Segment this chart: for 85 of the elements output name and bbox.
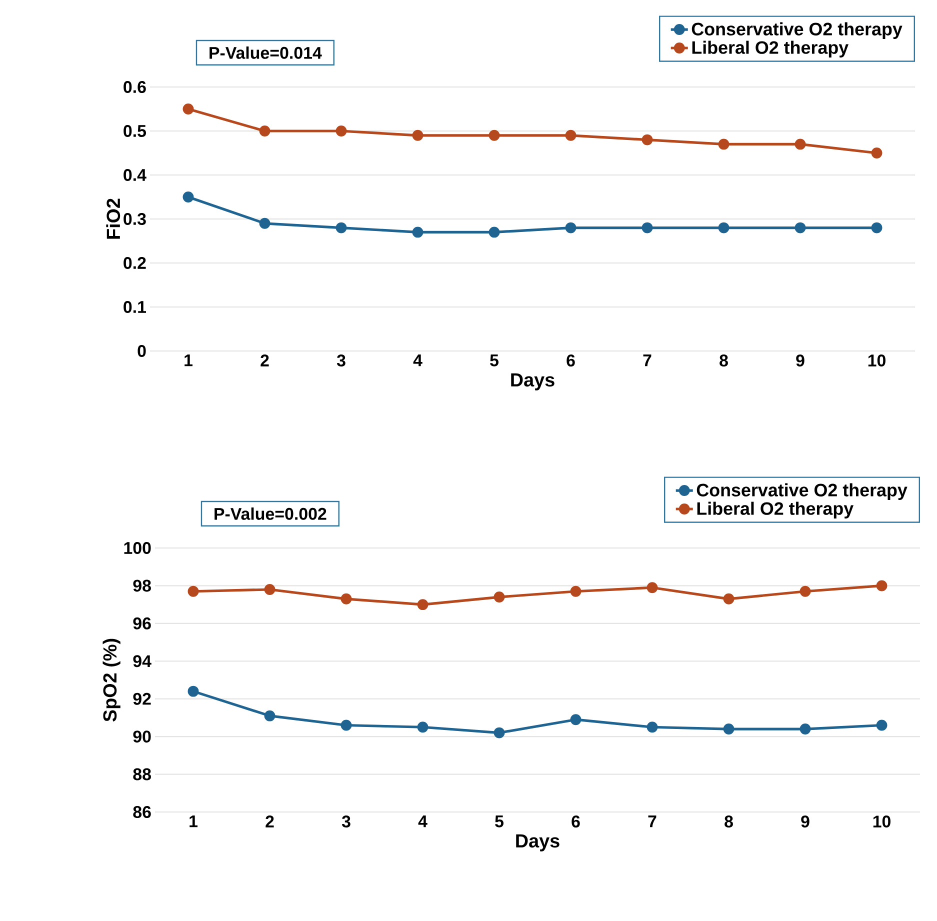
point [336,222,347,234]
x-tick-label: 2 [266,816,274,828]
x-tick-label: 10 [868,354,886,367]
y-tick-label: 96 [133,617,151,630]
point [488,130,500,141]
x-tick-label: 6 [566,354,575,367]
x-tick-label: 1 [184,354,192,366]
x-tick-label: 6 [572,816,580,828]
y-tick-label: 90 [133,730,151,743]
x-tick-label: 3 [336,354,346,367]
point [800,586,811,597]
point [565,222,576,234]
x-tick-label: 2 [260,354,269,366]
point [494,592,505,603]
point [494,727,505,738]
point [646,582,658,594]
point [488,226,500,238]
legend-label: Liberal O2 therapy [692,40,849,58]
point [723,724,734,735]
point [871,222,882,234]
point [259,126,270,136]
y-tick-label: 0.1 [124,300,146,313]
y-tick-label: 0.5 [124,125,146,137]
y-tick-label: 86 [133,806,151,818]
y-tick-label: 92 [133,692,151,705]
point [412,130,424,141]
x-axis-title: Days [516,834,560,852]
point [718,222,730,234]
y-tick-label: 0.4 [124,169,146,181]
x-tick-label: 10 [873,816,890,828]
point [565,130,576,141]
y-tick-label: 0.2 [124,256,146,269]
legend-label: Conservative O2 therapy [696,483,908,500]
y-tick-label: 98 [133,580,151,592]
point [417,599,428,610]
point [182,192,194,202]
point [259,218,270,229]
y-tick-label: 94 [133,655,152,668]
point [642,134,653,146]
legend-label: Liberal O2 therapy [697,502,854,518]
y-axis-title: SpO2 (%) [102,638,120,722]
point [570,586,582,597]
y-tick-label: 88 [133,768,151,780]
x-tick-label: 7 [643,354,652,366]
x-tick-label: 9 [796,354,804,367]
x-tick-label: 4 [418,816,428,828]
x-tick-label: 5 [490,354,498,366]
x-tick-label: 5 [495,816,504,828]
x-tick-label: 4 [413,354,422,366]
point [340,593,352,604]
y-tick-label: 0.3 [124,212,146,225]
x-tick-label: 7 [648,816,656,828]
point [723,593,734,604]
point [264,584,276,595]
point [182,104,194,114]
point [412,226,424,238]
point [871,148,882,158]
x-axis-title: Days [511,373,554,390]
y-tick-label: 100 [124,542,151,554]
x-tick-label: 8 [720,354,728,367]
point [188,686,199,697]
point [876,720,888,731]
point [800,724,811,735]
point [417,722,428,733]
point [188,586,199,597]
y-tick-label: 0.6 [124,81,146,93]
x-tick-label: 3 [342,816,350,828]
x-tick-label: 1 [190,816,198,828]
point [718,138,730,150]
point [794,222,806,234]
point [646,722,658,733]
text: P-Value=0.002 [214,507,326,520]
point [570,714,582,726]
x-tick-label: 9 [801,816,810,828]
point [340,720,352,731]
y-tick-label: 0 [138,344,146,357]
point [794,138,806,150]
point [264,710,276,722]
point [876,580,888,592]
text: P-Value=0.014 [210,46,322,59]
point [642,222,653,234]
y-axis-title: FiO2 [106,198,120,239]
x-tick-label: 8 [724,816,733,828]
point [336,126,347,136]
legend-label: Conservative O2 therapy [692,22,902,40]
